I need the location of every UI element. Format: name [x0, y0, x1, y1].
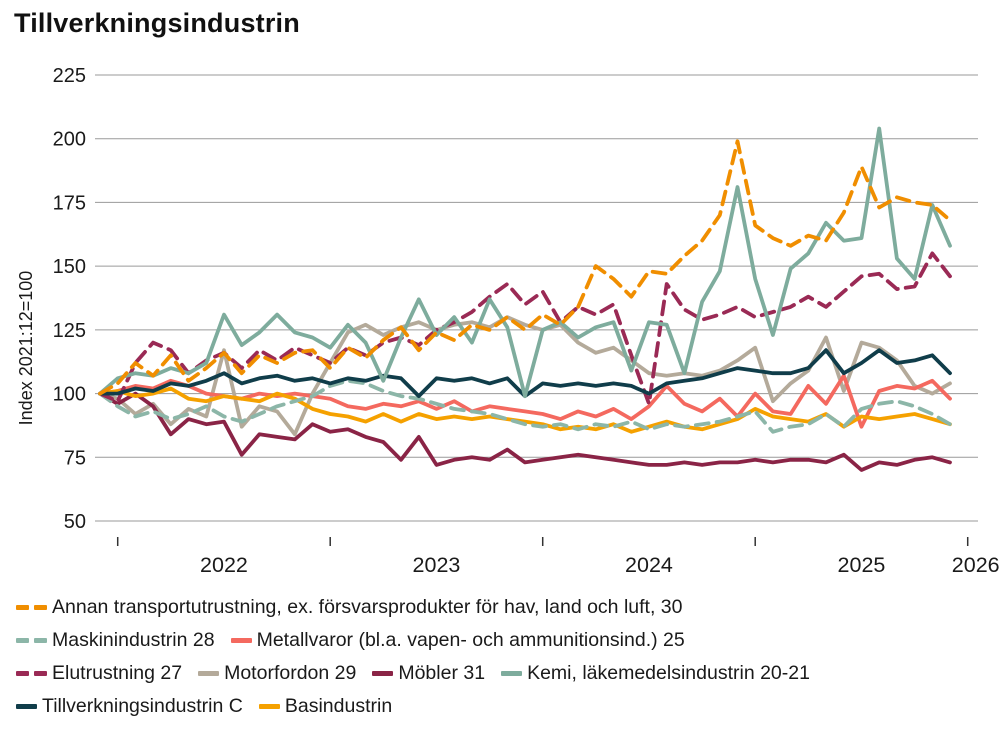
series-line-elutrustning-27: [98, 251, 952, 406]
y-tick-label-150: 150: [53, 256, 86, 278]
legend-row-1: Annan transportutrustning, ex. försvarsp…: [16, 596, 1001, 619]
series-line-kemi-lakemedelsindustrin-20-21: [98, 126, 952, 399]
series-line-basindustrin: [98, 386, 952, 434]
x-tick-label-2022: 2022: [200, 553, 248, 577]
chart-area: Index 2021:12=100 50 75 100 125 150 175 200 225…: [0, 50, 1008, 590]
chart-title: Tillverkningsindustrin: [14, 8, 300, 38]
legend-line: [16, 704, 37, 709]
y-tick-label-50: 50: [64, 511, 86, 533]
legend-line: [198, 671, 220, 676]
legend-row-3: Elutrustning 27 Motorfordon 29 Möbler 31 Ke…: [16, 662, 1001, 685]
legend-line: [372, 671, 394, 676]
legend-label-basindustrin: Basindustrin: [284, 695, 393, 717]
series-line-metallvaror-25: [98, 373, 952, 429]
legend-item-annan-transportutrustning-30: Annan transportutrustning, ex. försvarsp…: [16, 596, 682, 619]
legend-marker-maskinindustrin-28: [16, 638, 47, 643]
legend: Annan transportutrustning, ex. försvarsp…: [16, 596, 1001, 728]
legend-row-4: Tillverkningsindustrin C Basindustrin: [16, 695, 1001, 718]
legend-label-tillverkningsindustrin-c: Tillverkningsindustrin C: [42, 695, 243, 717]
legend-item-mobler-31: Möbler 31: [372, 662, 485, 685]
legend-label-mobler-31: Möbler 31: [398, 662, 486, 684]
legend-row-2: Maskinindustrin 28 Metallvaror (bl.a. vap…: [16, 629, 1001, 652]
y-tick-label-100: 100: [53, 384, 86, 406]
legend-item-elutrustning-27: Elutrustning 27: [16, 662, 182, 685]
series-line-annan-transportutrustning-30: [98, 139, 952, 396]
chart-svg: 50 75 100 125 150 175 200 225 2022 2023 2024 2025 20…: [53, 65, 1000, 577]
legend-marker-basindustrin: [258, 704, 280, 709]
series-line-maskinindustrin-28: [98, 378, 952, 434]
legend-line: [230, 638, 252, 643]
legend-dash: [16, 605, 29, 610]
legend-label-metallvaror-25: Metallvaror (bl.a. vapen- och ammunition…: [256, 629, 685, 651]
y-tick-label-225: 225: [53, 65, 86, 87]
legend-item-kemi-lakemedelsindustrin-20-21: Kemi, läkemedelsindustrin 20-21: [501, 662, 810, 685]
legend-item-metallvaror-25: Metallvaror (bl.a. vapen- och ammunition…: [230, 629, 685, 652]
legend-dash: [16, 671, 29, 676]
x-tick-label-2026: 2026: [952, 553, 1000, 577]
series-line-mobler-31: [98, 391, 952, 472]
x-tick-label-2024: 2024: [625, 553, 673, 577]
legend-label-kemi-lakemedelsindustrin-20-21: Kemi, läkemedelsindustrin 20-21: [527, 662, 810, 684]
legend-label-elutrustning-27: Elutrustning 27: [52, 662, 183, 684]
legend-dash: [34, 605, 47, 610]
legend-item-maskinindustrin-28: Maskinindustrin 28: [16, 629, 215, 652]
y-tick-label-125: 125: [53, 320, 86, 342]
y-axis-title: Index 2021:12=100: [16, 270, 36, 426]
legend-item-basindustrin: Basindustrin: [258, 695, 393, 718]
legend-dash: [16, 638, 29, 643]
legend-item-motorfordon-29: Motorfordon 29: [198, 662, 356, 685]
legend-label-motorfordon-29: Motorfordon 29: [224, 662, 357, 684]
y-tick-label-75: 75: [64, 447, 86, 469]
series-line-motorfordon-29: [98, 315, 952, 437]
x-tick-label-2025: 2025: [838, 553, 886, 577]
y-tick-label-175: 175: [53, 192, 86, 214]
legend-marker-motorfordon-29: [198, 671, 220, 676]
legend-line: [501, 671, 523, 676]
legend-marker-annan-transportutrustning-30: [16, 605, 47, 610]
legend-dash: [34, 638, 47, 643]
legend-marker-kemi-lakemedelsindustrin-20-21: [501, 671, 523, 676]
legend-marker-tillverkningsindustrin-c: [16, 704, 37, 709]
y-tick-label-200: 200: [53, 129, 86, 151]
legend-marker-mobler-31: [372, 671, 394, 676]
legend-dash: [34, 671, 47, 676]
legend-item-tillverkningsindustrin-c: Tillverkningsindustrin C: [16, 695, 243, 718]
x-tick-label-2023: 2023: [413, 553, 461, 577]
legend-marker-metallvaror-25: [230, 638, 252, 643]
legend-marker-elutrustning-27: [16, 671, 47, 676]
legend-label-maskinindustrin-28: Maskinindustrin 28: [52, 629, 215, 651]
legend-label-annan-transportutrustning-30: Annan transportutrustning, ex. försvarsp…: [52, 596, 683, 618]
legend-line: [258, 704, 280, 709]
